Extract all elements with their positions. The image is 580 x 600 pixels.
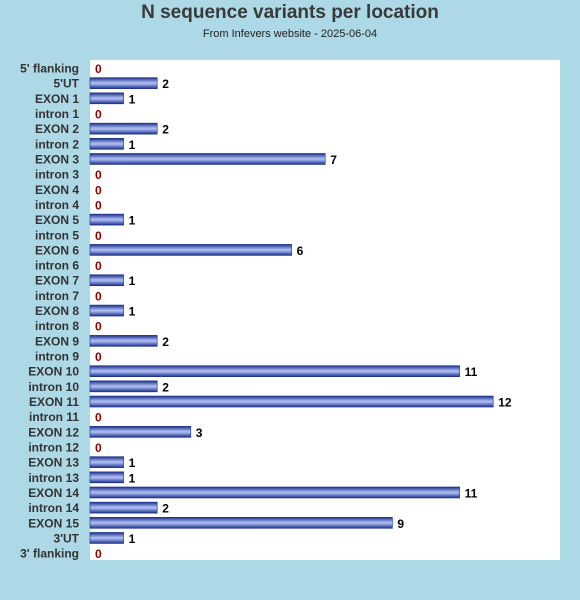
bar (89, 516, 393, 529)
data-label: 0 (95, 168, 102, 182)
data-label: 0 (95, 320, 102, 334)
bar (89, 532, 124, 544)
data-label: 2 (162, 380, 169, 394)
category-label: intron 8 (35, 319, 79, 333)
category-label: intron 11 (29, 410, 79, 424)
category-label: EXON 9 (35, 334, 79, 348)
data-label: 3 (196, 426, 203, 440)
category-label: intron 4 (35, 198, 79, 212)
category-label: intron 10 (28, 380, 79, 394)
category-label: EXON 8 (35, 304, 79, 318)
data-label: 2 (162, 335, 169, 349)
category-label: 5'UT (53, 77, 79, 91)
data-label: 0 (95, 62, 102, 76)
category-label: intron 7 (35, 289, 79, 303)
category-label: intron 13 (28, 471, 79, 485)
bar (89, 501, 158, 514)
category-label: EXON 11 (29, 395, 79, 409)
category-label: EXON 7 (35, 274, 79, 288)
data-label: 1 (129, 471, 136, 485)
bar (89, 380, 158, 393)
data-label: 0 (95, 259, 102, 273)
data-label: 2 (162, 123, 169, 137)
category-label: 3' flanking (20, 547, 79, 561)
data-label: 1 (129, 214, 136, 228)
category-label: intron 2 (35, 137, 79, 151)
data-label: 1 (129, 138, 136, 152)
bar (89, 138, 124, 150)
category-label: EXON 5 (35, 213, 79, 227)
bar (89, 456, 124, 468)
data-label: 2 (162, 502, 169, 516)
chart-title: N sequence variants per location (141, 2, 439, 23)
data-label: 0 (95, 547, 102, 561)
data-label: 0 (95, 198, 102, 212)
data-label: 0 (95, 107, 102, 121)
data-label: 0 (95, 441, 102, 455)
category-label: EXON 12 (28, 425, 79, 439)
data-label: 1 (129, 92, 136, 106)
bar (89, 274, 124, 287)
data-label: 9 (397, 517, 404, 531)
category-label: EXON 6 (35, 243, 79, 257)
category-label: EXON 10 (28, 365, 79, 379)
category-label: EXON 3 (35, 152, 79, 166)
category-label: EXON 14 (28, 486, 79, 500)
bar (89, 122, 158, 135)
data-label: 1 (129, 305, 136, 319)
plot-area (90, 60, 560, 560)
data-label: 11 (465, 365, 478, 379)
data-label: 6 (297, 244, 304, 258)
category-label: intron 14 (28, 501, 79, 515)
bar (89, 365, 460, 378)
data-label: 1 (129, 274, 136, 288)
category-label: 3'UT (53, 531, 79, 545)
category-label: intron 1 (35, 107, 79, 121)
data-label: 0 (95, 350, 102, 364)
bar (89, 471, 124, 484)
category-label: EXON 15 (28, 516, 79, 530)
chart-subtitle: From Infevers website - 2025-06-04 (202, 28, 378, 40)
data-label: 0 (95, 229, 102, 243)
data-label: 0 (95, 411, 102, 425)
bar (89, 426, 192, 438)
bar (89, 92, 124, 105)
data-label: 0 (95, 183, 102, 197)
category-label: intron 5 (35, 228, 79, 242)
category-label: intron 12 (28, 441, 79, 455)
data-label: 1 (129, 532, 136, 546)
data-label: 0 (95, 289, 102, 303)
bar (89, 77, 158, 89)
data-label: 12 (498, 396, 512, 410)
bar (89, 153, 326, 165)
bar (89, 335, 158, 347)
category-label: EXON 1 (35, 92, 79, 106)
category-label: intron 9 (35, 350, 79, 364)
data-label: 1 (129, 456, 136, 470)
bar (89, 395, 494, 408)
category-label: EXON 13 (28, 456, 79, 470)
bar (89, 244, 292, 256)
bar (89, 213, 124, 226)
bar (89, 486, 460, 499)
category-label: intron 3 (35, 168, 79, 182)
category-label: intron 6 (35, 259, 79, 273)
data-label: 7 (330, 153, 337, 167)
data-label: 2 (162, 77, 169, 91)
category-label: EXON 2 (35, 122, 79, 136)
data-label: 11 (465, 486, 478, 500)
category-label: EXON 4 (35, 183, 79, 197)
category-label: 5' flanking (20, 62, 79, 76)
bar (89, 304, 124, 317)
